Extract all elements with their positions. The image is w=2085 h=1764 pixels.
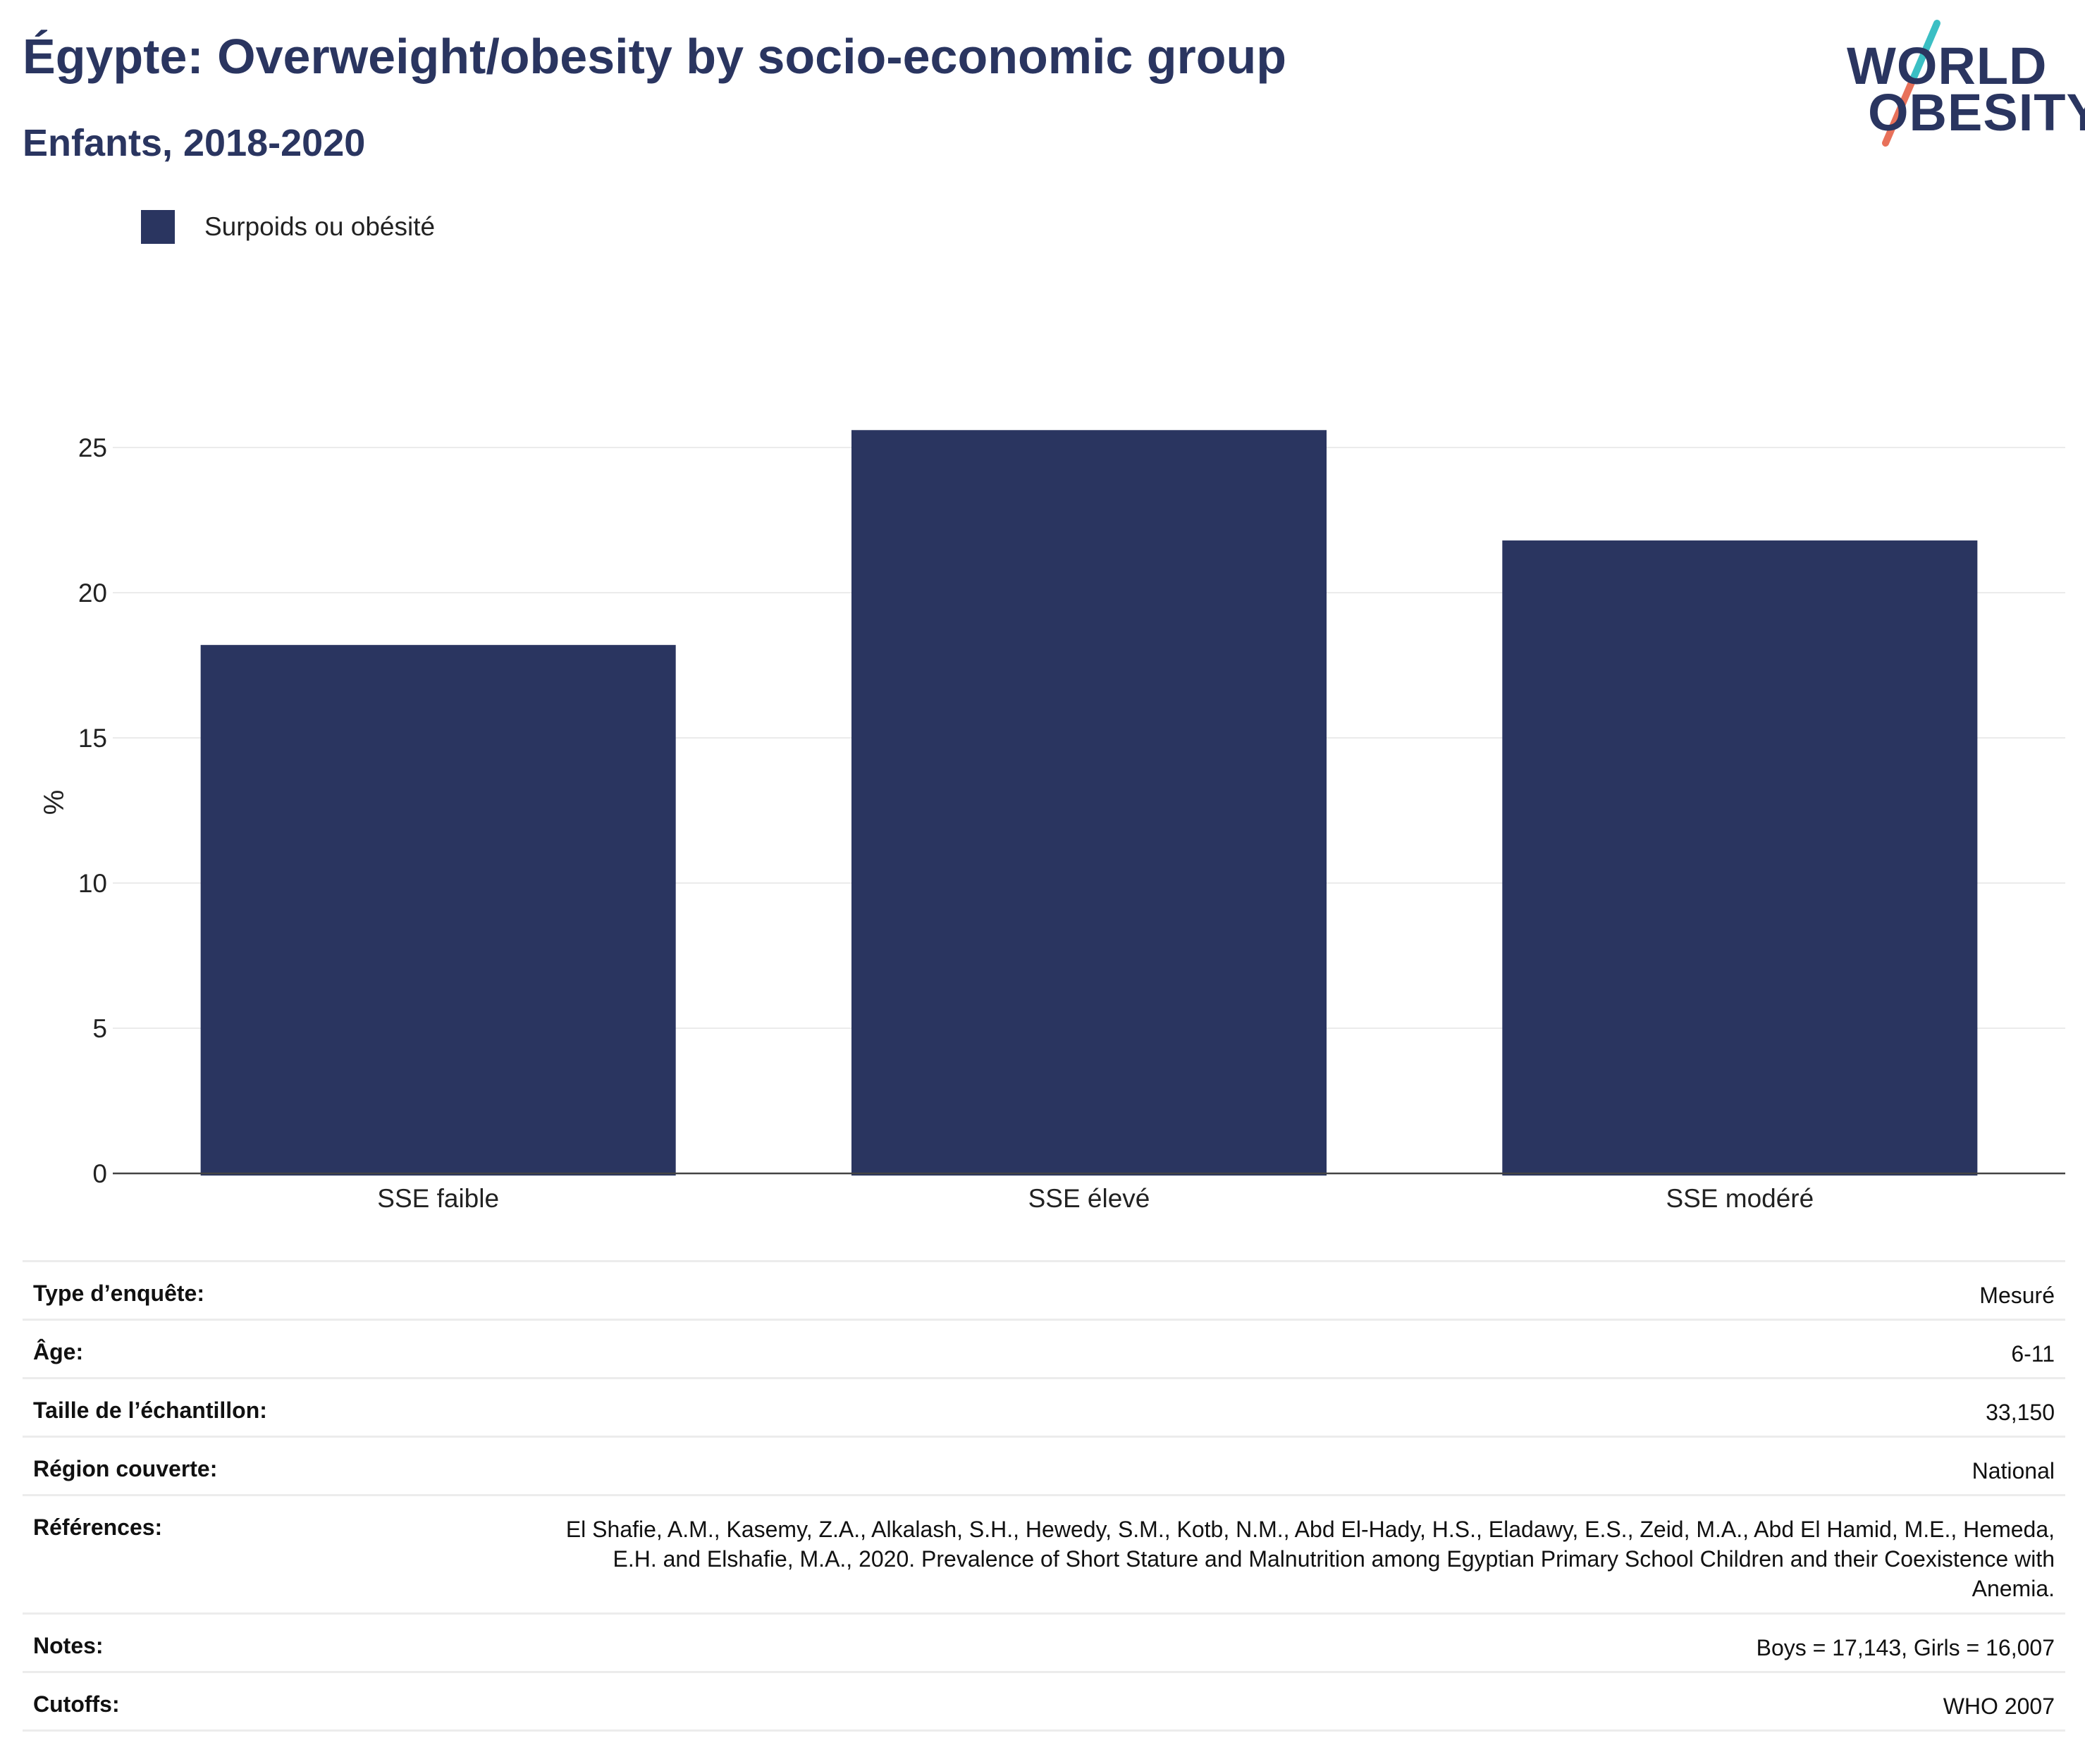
chart-legend: Surpoids ou obésité (141, 210, 435, 244)
info-key: Type d’enquête: (33, 1281, 204, 1306)
info-value: Boys = 17,143, Girls = 16,007 (1756, 1635, 2055, 1660)
legend-swatch (141, 210, 175, 244)
info-row: Cutoffs: WHO 2007 (23, 1673, 2065, 1732)
bar (1502, 540, 1978, 1176)
y-tick-label: 0 (92, 1159, 107, 1188)
x-tick-label: SSE modéré (1666, 1184, 1814, 1213)
info-row: Taille de l’échantillon: 33,150 (23, 1379, 2065, 1438)
info-key: Cutoffs: (33, 1691, 120, 1717)
y-tick-label: 15 (78, 724, 107, 753)
info-key: Région couverte: (33, 1456, 218, 1481)
info-value: Mesuré (1979, 1283, 2055, 1308)
info-key: Références: (33, 1515, 163, 1540)
bar (200, 645, 676, 1176)
logo-slash-top (1908, 20, 1941, 86)
y-tick-label: 20 (78, 579, 107, 607)
logo-line-2: OBESITY (1868, 83, 2085, 142)
info-value: 33,150 (1986, 1400, 2055, 1425)
chart-title: Égypte: Overweight/obesity by socio-econ… (23, 29, 1287, 84)
y-axis-title: % (37, 790, 68, 815)
x-tick-label: SSE élevé (1028, 1184, 1150, 1213)
bar (851, 430, 1327, 1176)
info-key: Âge: (33, 1339, 84, 1364)
world-obesity-logo: WORLD OBESITY (1833, 18, 2085, 148)
y-tick-label: 10 (78, 869, 107, 898)
info-value: El Shafie, A.M., Kasemy, Z.A., Alkalash,… (565, 1517, 2055, 1601)
info-row: Âge: 6-11 (23, 1321, 2065, 1379)
legend-label: Surpoids ou obésité (204, 212, 436, 241)
info-row: Notes: Boys = 17,143, Girls = 16,007 (23, 1615, 2065, 1673)
y-tick-label: 25 (78, 433, 107, 462)
bar-chart: 0 5 10 15 20 25% SSE faible SSE élevé SSE modéré (37, 430, 2065, 1213)
info-row: Type d’enquête: Mesuré (23, 1262, 2065, 1321)
info-row: Références: El Shafie, A.M., Kasemy, Z.A.… (23, 1496, 2065, 1615)
info-table: Type d’enquête: Mesuré Âge: 6-11 Taille de l… (23, 1260, 2065, 1732)
info-value: 6-11 (2011, 1341, 2055, 1367)
info-key: Notes: (33, 1633, 104, 1658)
x-tick-label: SSE faible (377, 1184, 499, 1213)
info-row: Région couverte: National (23, 1438, 2065, 1496)
chart-subtitle: Enfants, 2018-2020 (23, 122, 366, 164)
info-value: WHO 2007 (1943, 1694, 2055, 1719)
logo-slash-bottom (1882, 79, 1915, 147)
info-value: National (1972, 1458, 2055, 1484)
y-tick-label: 5 (92, 1014, 107, 1043)
logo-slash-icon (1882, 20, 1941, 147)
info-key: Taille de l’échantillon: (33, 1398, 267, 1423)
logo-line-1: WORLD (1847, 37, 2048, 95)
